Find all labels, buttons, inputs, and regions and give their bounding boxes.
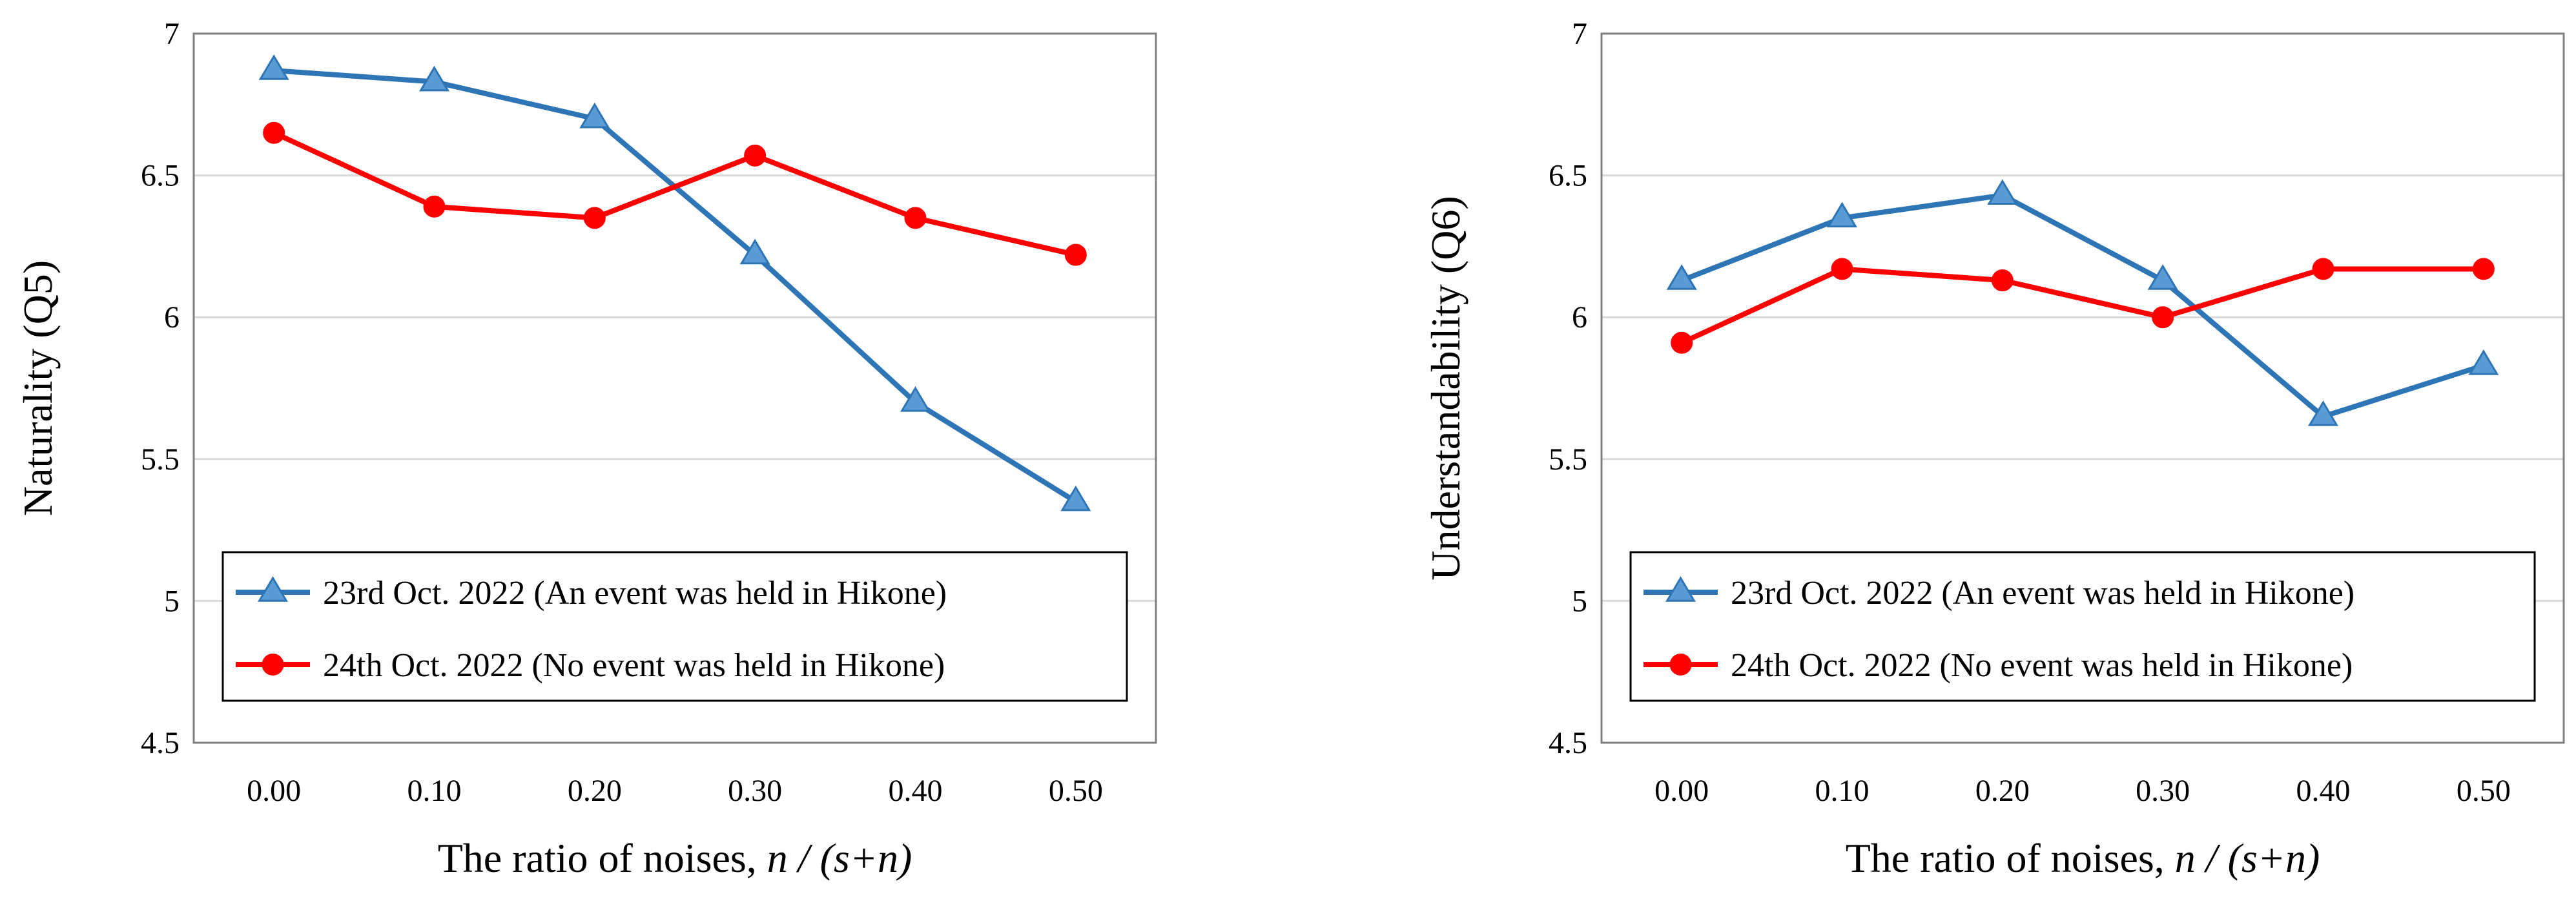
series-line-2: [271, 130, 1078, 258]
y-tick-label: 5: [164, 584, 180, 618]
data-point-series-1: [579, 102, 610, 129]
y-tick-label: 6: [164, 300, 180, 335]
legend-marker-series-2: [1669, 654, 1692, 676]
y-tick-label: 5.5: [141, 442, 180, 477]
data-point-series-1: [258, 54, 289, 80]
plot-area-border: [192, 32, 1157, 744]
legend-label-series-2: 24th Oct. 2022 (No event was held in Hik…: [323, 647, 945, 684]
x-axis-title-variable: n / (s+n): [2175, 835, 2320, 881]
data-point-series-1: [1666, 264, 1697, 290]
y-tick-label: 6.5: [1549, 159, 1587, 193]
x-tick-label: 0.20: [1975, 774, 2030, 808]
y-axis-title: Naturality (Q5): [15, 260, 61, 516]
data-point-series-2: [1991, 269, 2014, 292]
legend-box: [222, 551, 1128, 702]
data-point-series-2: [744, 144, 767, 167]
x-axis-title-text: The ratio of noises,: [1846, 835, 2175, 881]
data-point-series-1: [739, 238, 770, 265]
legend: 23rd Oct. 2022 (An event was held in Hik…: [222, 551, 1128, 702]
legend-marker-series-2: [262, 654, 284, 676]
legend-marker-series-1: [257, 576, 289, 602]
x-axis-title-variable: n / (s+n): [767, 835, 912, 881]
data-point-series-2: [2312, 258, 2334, 280]
data-point-series-2: [904, 207, 927, 229]
y-tick-label: 5.5: [1549, 442, 1587, 477]
x-tick-label: 0.50: [1049, 774, 1103, 808]
x-tick-label: 0.20: [568, 774, 622, 808]
y-tick-label: 6.5: [141, 159, 180, 193]
x-axis-title: The ratio of noises, n / (s+n): [438, 835, 912, 881]
x-axis-title-text: The ratio of noises,: [438, 835, 767, 881]
data-point-series-2: [423, 195, 446, 218]
x-tick-label: 0.40: [889, 774, 943, 808]
legend-box: [1629, 551, 2536, 702]
x-axis-title: The ratio of noises, n / (s+n): [1846, 835, 2320, 881]
series-line-1: [1679, 192, 2486, 419]
naturality-chart: 4.5 5 5.5 6 6.5 7 0.00 0.10 0.20 0.30 0.40 0.50 The …: [15, 17, 1157, 881]
legend-label-series-1: 23rd Oct. 2022 (An event was held in Hik…: [1731, 575, 2354, 612]
data-point-series-2: [1671, 331, 1693, 354]
x-tick-label: 0.50: [2457, 774, 2511, 808]
data-point-series-2: [1064, 243, 1087, 266]
y-tick-label: 5: [1572, 584, 1587, 618]
y-tick-label: 6: [1572, 300, 1587, 335]
x-tick-label: 0.30: [2136, 774, 2190, 808]
y-tick-label: 4.5: [1549, 726, 1587, 760]
x-tick-label: 0.40: [2296, 774, 2351, 808]
data-point-series-2: [2472, 258, 2495, 280]
data-point-series-1: [1060, 485, 1091, 512]
understandability-chart: 4.5 5 5.5 6 6.5 7 0.00 0.10 0.20 0.30 0.40 0.50 The …: [1423, 17, 2565, 881]
data-point-series-1: [1826, 202, 1858, 228]
y-tick-label: 7: [164, 17, 180, 51]
data-point-series-1: [2307, 400, 2339, 426]
x-tick-label: 0.30: [728, 774, 782, 808]
legend-marker-series-1: [1665, 576, 1696, 602]
x-tick-label: 0.00: [247, 774, 301, 808]
y-tick-label: 4.5: [141, 726, 180, 760]
legend-label-series-1: 23rd Oct. 2022 (An event was held in Hik…: [323, 575, 947, 612]
y-axis-title: Understandability (Q6): [1423, 196, 1468, 580]
legend-label-series-2: 24th Oct. 2022 (No event was held in Hik…: [1731, 647, 2353, 684]
data-point-series-2: [263, 121, 285, 144]
y-tick-label: 7: [1572, 17, 1587, 51]
data-point-series-1: [2468, 349, 2499, 375]
data-point-series-2: [1831, 258, 1853, 280]
data-point-series-1: [1987, 179, 2018, 205]
series-line-1: [271, 68, 1078, 504]
x-tick-label: 0.00: [1654, 774, 1709, 808]
series-line-2: [1679, 266, 2486, 346]
data-point-series-1: [900, 386, 931, 412]
plot-area-border: [1600, 32, 2565, 744]
data-point-series-2: [2152, 306, 2174, 329]
data-point-series-2: [583, 207, 606, 229]
data-point-series-1: [418, 65, 450, 92]
data-point-series-1: [2147, 264, 2178, 290]
legend: 23rd Oct. 2022 (An event was held in Hik…: [1629, 551, 2536, 702]
x-tick-label: 0.10: [407, 774, 462, 808]
x-tick-label: 0.10: [1815, 774, 1870, 808]
